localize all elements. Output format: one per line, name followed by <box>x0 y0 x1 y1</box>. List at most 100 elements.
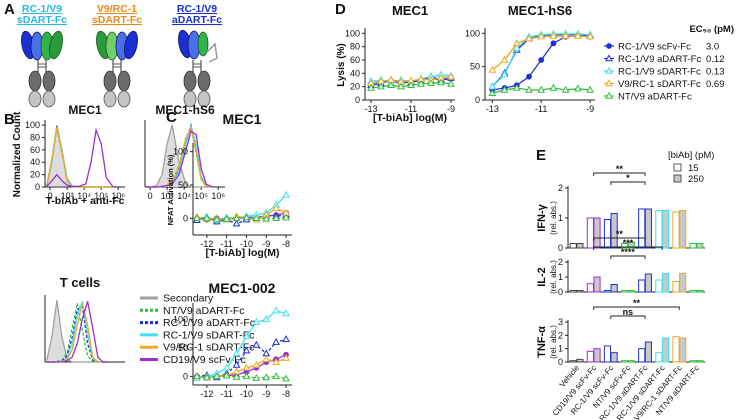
x-tick-label: 10⁶ <box>111 191 125 201</box>
data-point <box>252 340 261 348</box>
data-point <box>252 317 261 325</box>
x-tick-label: 0 <box>148 191 153 201</box>
data-point <box>193 372 201 380</box>
y-tick-label: 40 <box>350 68 360 78</box>
legend-label: Secondary <box>163 293 214 305</box>
bar <box>679 272 687 293</box>
y-tick-label: 0 <box>183 213 188 223</box>
legend-label: RC-1/V9 aDART-Fc <box>618 54 701 65</box>
construct-diagram <box>96 30 138 108</box>
significance-bracket <box>593 306 680 310</box>
y-tick-label: 0 <box>558 287 563 297</box>
y-tick-label: 1 <box>558 213 563 223</box>
bar <box>679 210 687 249</box>
legend-label: CD19/V9 scFv-Fc <box>163 354 246 366</box>
data-point <box>242 363 251 371</box>
chart-title: MEC1 <box>223 111 262 127</box>
data-point <box>282 309 290 317</box>
significance-bracket <box>593 172 646 176</box>
data-point <box>222 371 231 379</box>
y-tick-label: 2 <box>558 183 563 193</box>
bar <box>696 360 704 363</box>
data-point <box>242 332 251 340</box>
bar <box>593 217 601 249</box>
y-tick-label: 100 <box>173 147 188 157</box>
data-point <box>252 360 261 368</box>
legend-label: RC-1/V9 aDART-Fc <box>163 317 255 329</box>
bar <box>644 341 652 363</box>
y-tick-label: 20 <box>30 170 40 180</box>
data-point <box>500 55 509 63</box>
ec50-value: 0.13 <box>706 67 725 78</box>
panel-label: C <box>166 109 177 126</box>
bar <box>672 211 680 249</box>
data-point <box>550 40 557 47</box>
data-point <box>367 83 375 91</box>
x-tick-label: 10³ <box>161 191 174 201</box>
x-tick-label: -13 <box>364 104 377 114</box>
bar <box>569 360 577 363</box>
x-tick-label: 10⁵ <box>94 191 108 201</box>
data-point <box>537 85 546 93</box>
legend-label: 250 <box>688 174 704 185</box>
x-tick-label: 0 <box>48 191 53 201</box>
y-axis-label: IL-2 <box>536 267 548 287</box>
x-tick-label: -10 <box>240 239 253 249</box>
legend-title: EC₅₀ (pM) <box>689 24 734 35</box>
data-point <box>538 57 545 63</box>
significance-label: ** <box>633 298 641 308</box>
data-point <box>549 31 558 39</box>
bar <box>661 210 670 249</box>
significance-bracket <box>593 246 663 250</box>
y-tick-label: 100 <box>173 314 188 324</box>
y-tick-label: 2 <box>558 330 563 340</box>
legend-swatch <box>673 174 682 183</box>
panel-label: B <box>4 111 15 128</box>
bar <box>610 213 618 249</box>
data-point <box>500 70 509 78</box>
bar <box>672 336 680 363</box>
ec50-value: 3.0 <box>706 42 719 53</box>
dose-response-line <box>196 207 287 221</box>
bar <box>627 290 635 293</box>
data-point <box>272 306 281 314</box>
legend-label: V9/RC-1 sDART-Fc <box>618 79 701 90</box>
construct-diagram <box>21 30 63 108</box>
x-tick-label: -13 <box>486 104 499 114</box>
x-axis-label: [T-biAb] log(M) <box>205 247 279 259</box>
data-point <box>262 214 271 222</box>
data-point <box>282 374 290 382</box>
domain <box>197 31 209 57</box>
bar <box>655 210 663 249</box>
bar <box>621 290 629 293</box>
chart-title: MEC1 <box>68 103 102 117</box>
bar <box>696 290 704 293</box>
x-tick-label: 10⁴ <box>77 191 91 201</box>
y-tick-label: 100 <box>465 28 480 38</box>
ec50-value: 0.12 <box>706 54 725 65</box>
data-point <box>525 34 533 42</box>
data-point <box>262 315 271 322</box>
bar <box>576 243 584 249</box>
linker <box>206 42 218 63</box>
histogram-curve <box>146 124 214 188</box>
data-point <box>232 214 241 222</box>
legend-marker <box>605 54 613 62</box>
x-tick-label: 10⁵ <box>194 191 208 201</box>
dose-response-line <box>196 214 287 225</box>
bar <box>603 219 612 249</box>
significance-bracket <box>610 255 646 259</box>
bar <box>627 241 635 249</box>
data-point <box>447 79 455 87</box>
data-point <box>242 372 251 380</box>
x-tick-label: -11 <box>220 239 232 249</box>
y-tick-label: 50 <box>470 62 480 72</box>
y-tick-label: 60 <box>30 145 40 155</box>
bar <box>661 337 670 363</box>
y-tick-label: 0 <box>558 357 563 367</box>
x-tick-label: -10 <box>240 389 253 399</box>
chart-title: MEC1-hS6 <box>508 3 572 18</box>
bar <box>689 360 697 363</box>
data-point <box>232 219 241 227</box>
